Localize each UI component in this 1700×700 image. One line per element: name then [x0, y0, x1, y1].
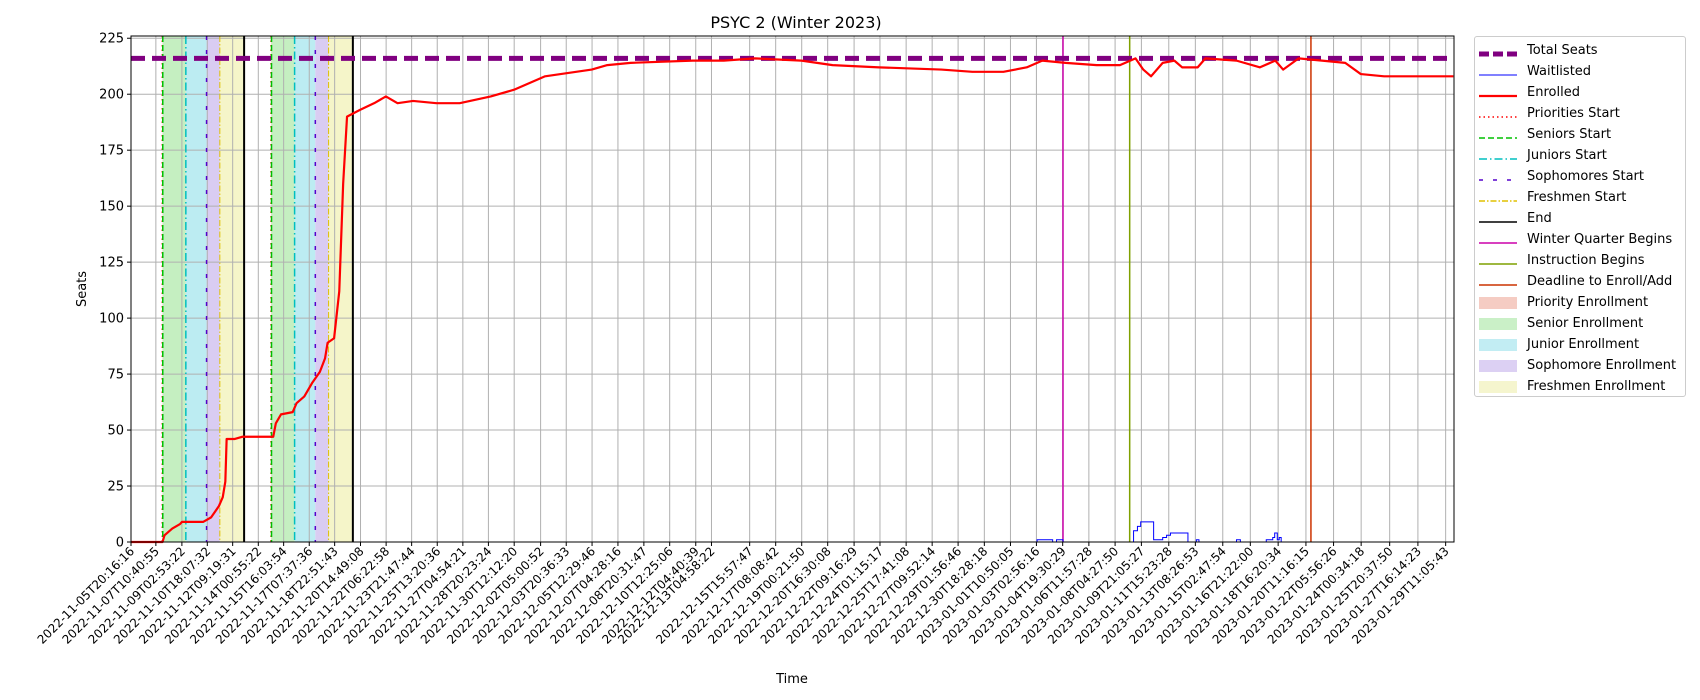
- band-freshmen-enrollment-0: [219, 36, 245, 542]
- legend-label: End: [1527, 211, 1552, 226]
- enrollment-bands: [162, 36, 353, 542]
- legend-label: Sophomores Start: [1527, 169, 1644, 184]
- legend-label: Freshmen Enrollment: [1527, 379, 1666, 394]
- legend-label: Total Seats: [1527, 43, 1598, 58]
- legend-item: End: [1475, 209, 1685, 229]
- legend-item: Juniors Start: [1475, 146, 1685, 166]
- band-junior-enrollment-0: [185, 36, 207, 542]
- legend-item: Instruction Begins: [1475, 251, 1685, 271]
- legend-swatch: [1479, 129, 1517, 141]
- band-sophomore-enrollment-1: [315, 36, 329, 542]
- legend-label: Instruction Begins: [1527, 253, 1645, 268]
- legend-label: Deadline to Enroll/Add: [1527, 274, 1673, 289]
- legend-swatch: [1479, 318, 1517, 330]
- legend-swatch: [1479, 381, 1517, 393]
- legend-label: Winter Quarter Begins: [1527, 232, 1673, 247]
- legend-swatch: [1479, 171, 1517, 183]
- enrolled-line: [131, 57, 1454, 544]
- legend-swatch: [1479, 108, 1517, 120]
- legend-swatch: [1479, 276, 1517, 288]
- legend-item: Sophomore Enrollment: [1475, 356, 1685, 376]
- y-tick-label: 200: [99, 88, 124, 103]
- event-lines: [161, 36, 1312, 542]
- band-junior-enrollment-1: [294, 36, 316, 542]
- waitlisted-line: [131, 521, 1454, 543]
- legend-item: Total Seats: [1475, 41, 1685, 61]
- legend-item: Deadline to Enroll/Add: [1475, 272, 1685, 292]
- legend-label: Enrolled: [1527, 85, 1580, 100]
- legend-label: Priority Enrollment: [1527, 295, 1649, 310]
- plot-frame: [130, 35, 1455, 543]
- legend-item: Priority Enrollment: [1475, 293, 1685, 313]
- legend-item: Freshmen Enrollment: [1475, 377, 1685, 397]
- y-tick-label: 225: [99, 32, 124, 47]
- y-tick-label: 75: [107, 368, 124, 383]
- legend-label: Juniors Start: [1527, 148, 1607, 163]
- legend-item: Winter Quarter Begins: [1475, 230, 1685, 250]
- y-tick-label: 150: [99, 200, 124, 215]
- legend-swatch: [1479, 234, 1517, 246]
- legend-swatch: [1479, 339, 1517, 351]
- legend-item: Sophomores Start: [1475, 167, 1685, 187]
- legend-label: Seniors Start: [1527, 127, 1612, 142]
- y-axis-ticks: 0 25 50 75 100 125 150 175 200 225: [99, 32, 131, 551]
- legend-item: Freshmen Start: [1475, 188, 1685, 208]
- legend-item: Senior Enrollment: [1475, 314, 1685, 334]
- legend-swatch: [1479, 255, 1517, 267]
- x-axis-label: Time: [775, 672, 808, 687]
- band-freshmen-enrollment-1: [328, 36, 353, 542]
- y-tick-label: 25: [107, 480, 124, 495]
- x-axis-ticks: 2022-11-05T20:16:162022-11-07T10:40:5520…: [35, 542, 1452, 647]
- legend-item: Enrolled: [1475, 83, 1685, 103]
- y-tick-label: 50: [107, 424, 124, 439]
- legend-label: Sophomore Enrollment: [1527, 358, 1677, 373]
- legend-swatch: [1479, 213, 1517, 225]
- legend-label: Freshmen Start: [1527, 190, 1627, 205]
- y-axis-label: Seats: [75, 271, 90, 307]
- legend-label: Waitlisted: [1527, 64, 1592, 79]
- y-tick-label: 175: [99, 144, 124, 159]
- legend-label: Senior Enrollment: [1527, 316, 1644, 331]
- y-tick-label: 100: [99, 312, 124, 327]
- y-tick-label: 0: [116, 536, 124, 551]
- data-series: [131, 55, 1454, 544]
- legend-item: Seniors Start: [1475, 125, 1685, 145]
- y-tick-label: 125: [99, 256, 124, 271]
- legend-label: Junior Enrollment: [1527, 337, 1640, 352]
- legend-swatch: [1479, 360, 1517, 372]
- legend-swatch: [1479, 87, 1517, 99]
- legend-item: Priorities Start: [1475, 104, 1685, 124]
- legend-swatch: [1479, 150, 1517, 162]
- band-senior-enrollment-1: [271, 36, 295, 542]
- legend-label: Priorities Start: [1527, 106, 1620, 121]
- legend-swatch: [1479, 66, 1517, 78]
- legend-item: Junior Enrollment: [1475, 335, 1685, 355]
- legend-swatch: [1479, 192, 1517, 204]
- chart-title: PSYC 2 (Winter 2023): [710, 13, 881, 32]
- legend-item: Waitlisted: [1475, 62, 1685, 82]
- band-senior-enrollment-0: [162, 36, 186, 542]
- legend: Total Seats Waitlisted Enrolled Priorities …: [1474, 36, 1686, 397]
- legend-swatch: [1479, 45, 1517, 57]
- band-sophomore-enrollment-0: [206, 36, 220, 542]
- legend-swatch: [1479, 297, 1517, 309]
